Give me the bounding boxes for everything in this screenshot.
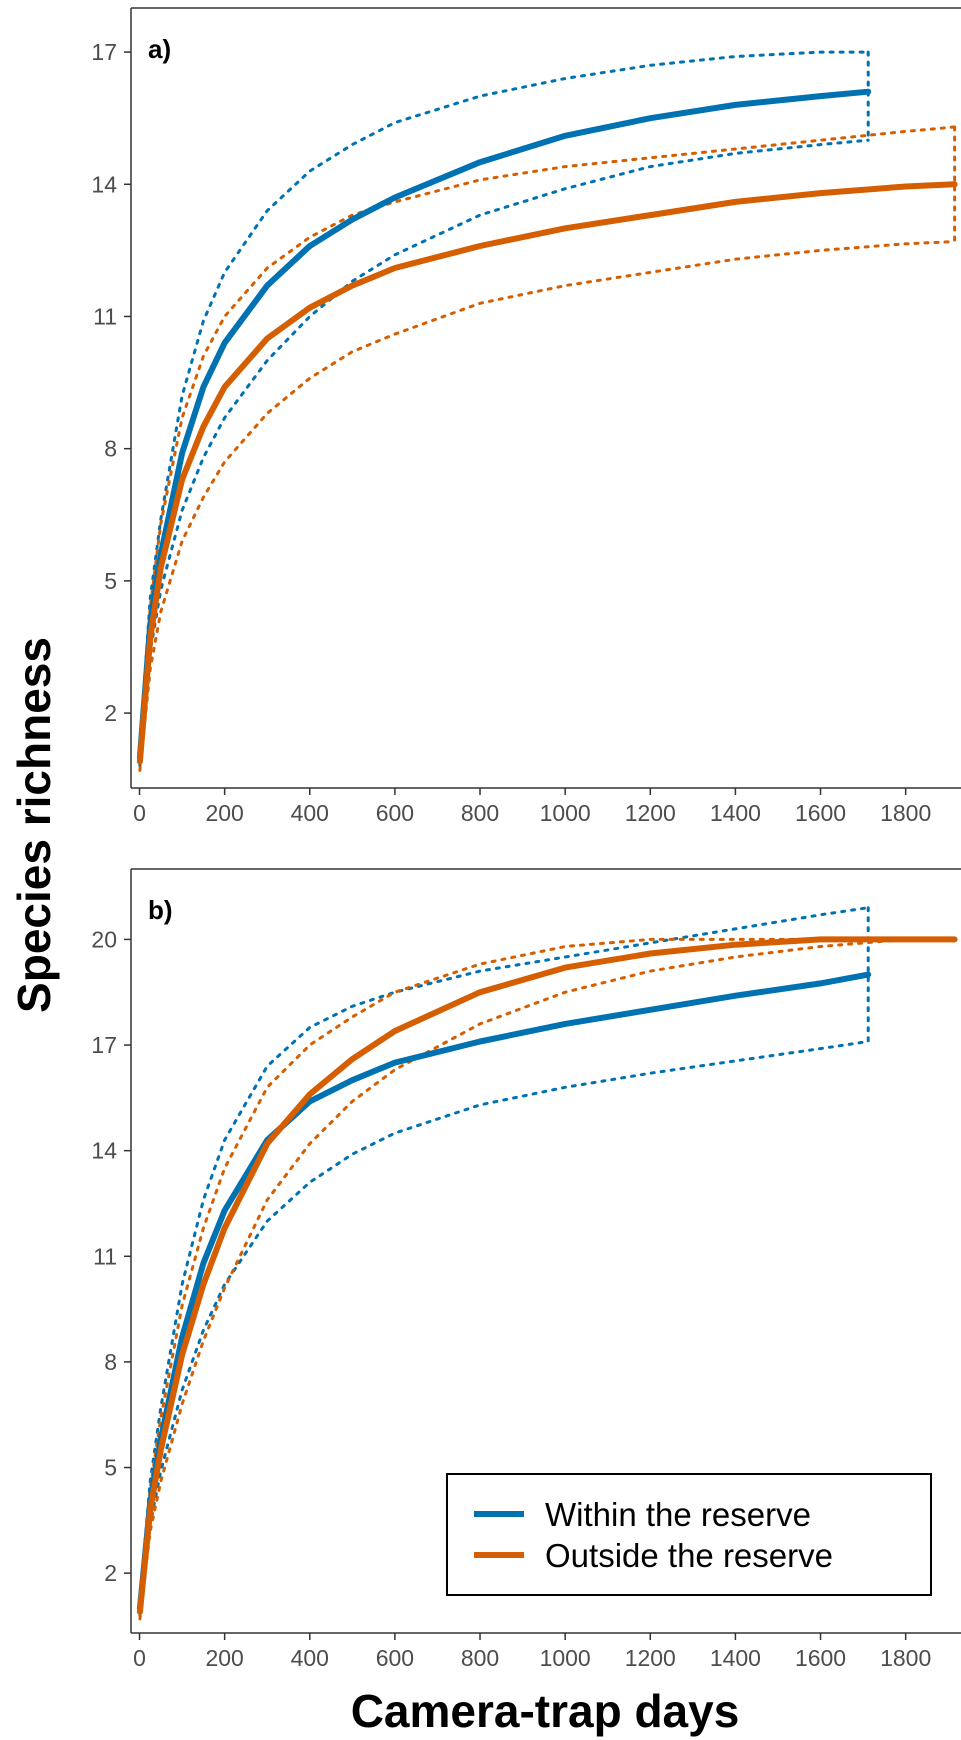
x-tick-label: 1000 [540, 800, 591, 826]
x-tick-label: 1600 [795, 1645, 846, 1671]
legend-box [446, 1473, 932, 1596]
y-tick-label: 5 [104, 1455, 117, 1481]
y-tick-label: 2 [104, 700, 117, 726]
outside-lower-ci-line [138, 240, 957, 772]
x-tick-label: 1200 [625, 800, 676, 826]
x-tick-label: 1600 [795, 800, 846, 826]
x-tick-label: 1400 [710, 1645, 761, 1671]
outside-richness-line [136, 181, 958, 765]
outside-upper-ci-line [138, 937, 957, 1607]
outside-upper-ci-line [138, 125, 957, 755]
legend-label-outside: Outside the reserve [545, 1537, 833, 1574]
x-tick-label: 1000 [540, 1645, 591, 1671]
y-tick-label: 2 [104, 1560, 117, 1586]
legend-label-within: Within the reserve [545, 1496, 811, 1533]
x-tick-label: 1800 [880, 1645, 931, 1671]
x-tick-label: 800 [461, 1645, 499, 1671]
x-tick-label: 400 [291, 1645, 329, 1671]
panel-label: a) [148, 34, 171, 64]
x-tick-label: 600 [376, 1645, 414, 1671]
x-tick-label: 0 [133, 1645, 146, 1671]
y-axis-title: Species richness [8, 637, 60, 1013]
outside-richness-line [136, 936, 958, 1615]
x-tick-label: 800 [461, 800, 499, 826]
y-tick-label: 5 [104, 568, 117, 594]
within-upper-ci-line [138, 906, 870, 1603]
panel-label: b) [148, 895, 173, 925]
y-tick-label: 14 [91, 1138, 117, 1164]
within-upper-ci-line [138, 50, 870, 750]
x-tick-label: 200 [205, 800, 243, 826]
y-tick-label: 8 [104, 436, 117, 462]
x-tick-label: 200 [205, 1645, 243, 1671]
x-tick-label: 400 [291, 800, 329, 826]
x-tick-label: 1200 [625, 1645, 676, 1671]
panel-a: 2 5 8 11 14 17 0 200 400 600 800 1000 1200 1400 1600 18… [91, 7, 961, 826]
y-tick-label: 11 [93, 303, 117, 329]
within-lower-ci-line [138, 138, 870, 768]
y-tick-label: 17 [91, 1032, 117, 1058]
x-tick-label: 1400 [710, 800, 761, 826]
y-tick-label: 11 [93, 1243, 117, 1269]
x-tick-label: 600 [376, 800, 414, 826]
y-tick-label: 20 [91, 926, 117, 952]
x-tick-label: 0 [133, 800, 146, 826]
x-tick-label: 1800 [880, 800, 931, 826]
x-axis-title: Camera-trap days [351, 1685, 740, 1737]
legend: Within the reserve Outside the reserve [446, 1473, 932, 1596]
outside-lower-ci-line [138, 937, 957, 1621]
within-lower-ci-line [138, 1040, 870, 1617]
within-richness-line [136, 971, 872, 1612]
y-tick-label: 8 [104, 1349, 117, 1375]
y-tick-label: 14 [91, 171, 117, 197]
y-tick-label: 17 [91, 39, 117, 65]
within-richness-line [136, 88, 872, 761]
